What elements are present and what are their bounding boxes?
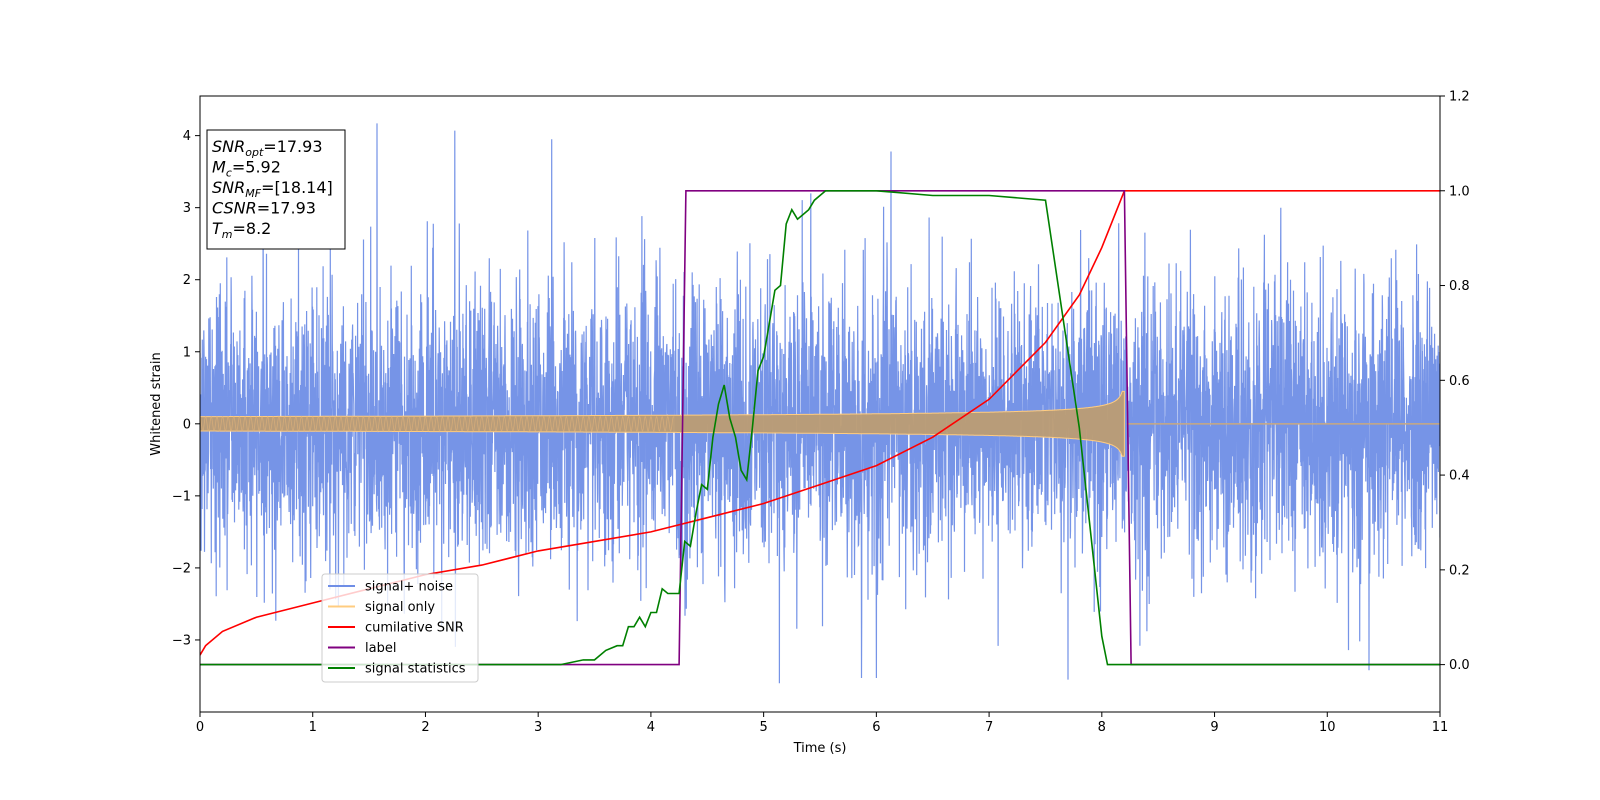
- series-signal-statistics: [200, 190, 1440, 666]
- series-cumilative-snr: [200, 190, 1440, 656]
- legend-label: signal+ noise: [365, 580, 453, 595]
- x-axis-label: Time (s): [793, 741, 847, 756]
- x-tick-label: 5: [759, 720, 767, 735]
- series-signal-only: [200, 415, 674, 432]
- x-tick-label: 4: [647, 720, 655, 735]
- annotation-box: SNRopt=17.93Mc=5.92SNRMF=[18.14]CSNR=17.…: [206, 129, 346, 250]
- annotation-line: SNRopt=17.93: [212, 137, 323, 159]
- legend: signal+ noise signal only cumilative SNR la…: [321, 573, 479, 683]
- series-layer: [200, 123, 1440, 684]
- y-tick-label: −3: [172, 633, 191, 648]
- plot-frame: [199, 95, 1441, 713]
- y-tick-label: 4: [183, 129, 191, 144]
- y2-tick-label: 0.6: [1449, 374, 1470, 389]
- y2-tick-label: 0.2: [1449, 563, 1470, 578]
- x-tick-label: 2: [421, 720, 429, 735]
- legend-label: signal statistics: [365, 662, 466, 677]
- y-tick-label: 3: [183, 201, 191, 216]
- legend-label: signal only: [365, 600, 435, 615]
- y-axis-right: 0.0 0.2 0.4 0.6 0.8 1.0 1.2: [1440, 90, 1470, 673]
- legend-label: label: [365, 641, 396, 656]
- x-axis: 0 1 2 3 4 5 6 7 8 9 10 11: [196, 712, 1448, 735]
- y-tick-label: 2: [183, 273, 191, 288]
- series-signal-only-envelope: [200, 390, 1125, 457]
- y2-tick-label: 0.4: [1449, 469, 1470, 484]
- x-tick-label: 1: [309, 720, 317, 735]
- x-tick-label: 7: [985, 720, 993, 735]
- y-tick-label: 0: [183, 417, 191, 432]
- annotation-line: SNRMF=[18.14]: [212, 178, 333, 200]
- y2-tick-label: 0.0: [1449, 658, 1470, 673]
- x-tick-label: 8: [1098, 720, 1106, 735]
- x-tick-label: 6: [872, 720, 880, 735]
- annotation-line: CSNR=17.93: [212, 199, 316, 218]
- x-tick-label: 10: [1319, 720, 1336, 735]
- y2-tick-label: 0.8: [1449, 279, 1470, 294]
- y-tick-label: −2: [172, 561, 191, 576]
- y-tick-label: 1: [183, 345, 191, 360]
- y-axis-left: −3 −2 −1 0 1 2 3 4: [172, 129, 200, 648]
- annotation-line: Mc=5.92: [212, 158, 281, 180]
- y2-tick-label: 1.0: [1449, 184, 1470, 199]
- annotation-line: Tm=8.2: [212, 219, 271, 241]
- x-tick-label: 3: [534, 720, 542, 735]
- x-tick-label: 0: [196, 720, 204, 735]
- y2-tick-label: 1.2: [1449, 90, 1470, 105]
- x-tick-label: 11: [1432, 720, 1449, 735]
- legend-frame: [321, 573, 479, 683]
- x-tick-label: 9: [1210, 720, 1218, 735]
- legend-label: cumilative SNR: [365, 621, 464, 636]
- y-axis-label: Whitened strain: [149, 352, 164, 455]
- annotation-frame: [206, 129, 346, 250]
- y-tick-label: −1: [172, 489, 191, 504]
